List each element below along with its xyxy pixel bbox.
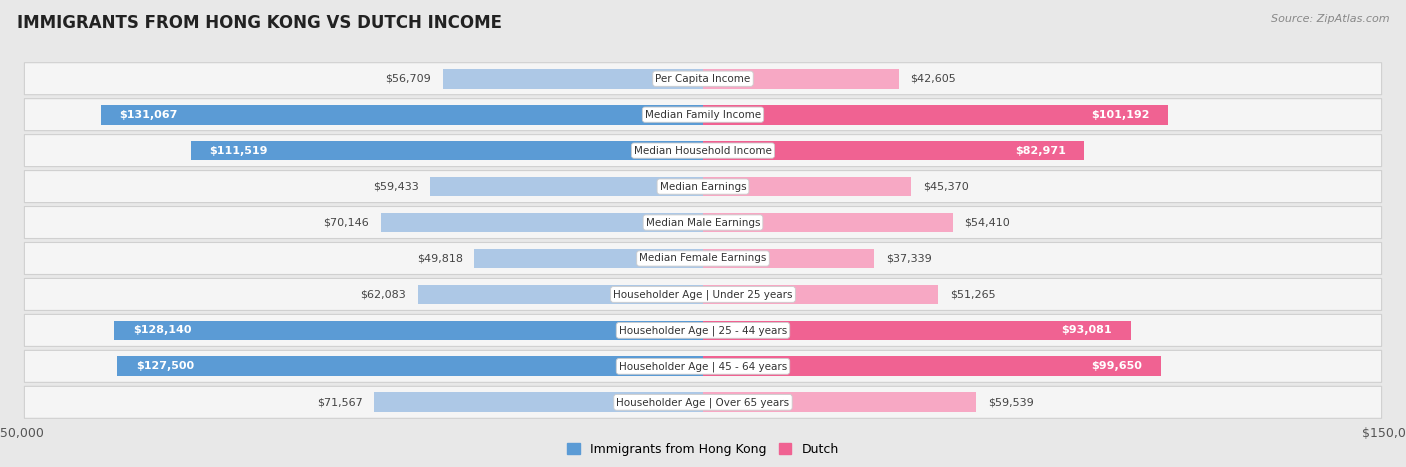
Text: Householder Age | Under 25 years: Householder Age | Under 25 years (613, 289, 793, 300)
Text: $99,650: $99,650 (1091, 361, 1142, 371)
Text: Per Capita Income: Per Capita Income (655, 74, 751, 84)
Bar (474, 248, 703, 269)
Text: $45,370: $45,370 (922, 182, 969, 191)
Bar (703, 284, 938, 304)
Text: $37,339: $37,339 (886, 254, 932, 263)
FancyBboxPatch shape (24, 99, 1382, 131)
Text: Median Earnings: Median Earnings (659, 182, 747, 191)
Bar (703, 105, 1168, 125)
FancyBboxPatch shape (24, 134, 1382, 167)
Bar (703, 141, 1084, 161)
Text: $101,192: $101,192 (1091, 110, 1149, 120)
Text: Householder Age | 25 - 44 years: Householder Age | 25 - 44 years (619, 325, 787, 336)
Text: Median Female Earnings: Median Female Earnings (640, 254, 766, 263)
Bar (703, 356, 1161, 376)
Bar (191, 141, 703, 161)
Bar (430, 177, 703, 197)
Text: $70,146: $70,146 (323, 218, 370, 227)
Text: Median Male Earnings: Median Male Earnings (645, 218, 761, 227)
Text: $111,519: $111,519 (209, 146, 267, 156)
FancyBboxPatch shape (24, 386, 1382, 418)
Text: $93,081: $93,081 (1062, 325, 1112, 335)
Text: $131,067: $131,067 (120, 110, 177, 120)
FancyBboxPatch shape (24, 314, 1382, 347)
Bar (374, 392, 703, 412)
Text: Householder Age | 45 - 64 years: Householder Age | 45 - 64 years (619, 361, 787, 372)
Text: $82,971: $82,971 (1015, 146, 1066, 156)
Bar (703, 248, 875, 269)
Bar (703, 177, 911, 197)
Text: $42,605: $42,605 (910, 74, 956, 84)
Bar (101, 105, 703, 125)
Text: Median Family Income: Median Family Income (645, 110, 761, 120)
Bar (114, 320, 703, 340)
Text: $59,433: $59,433 (373, 182, 419, 191)
FancyBboxPatch shape (24, 63, 1382, 95)
FancyBboxPatch shape (24, 242, 1382, 275)
Text: Median Household Income: Median Household Income (634, 146, 772, 156)
Text: $127,500: $127,500 (136, 361, 194, 371)
Text: $51,265: $51,265 (950, 290, 995, 299)
FancyBboxPatch shape (24, 206, 1382, 239)
Text: IMMIGRANTS FROM HONG KONG VS DUTCH INCOME: IMMIGRANTS FROM HONG KONG VS DUTCH INCOM… (17, 14, 502, 32)
FancyBboxPatch shape (24, 350, 1382, 382)
Text: $49,818: $49,818 (416, 254, 463, 263)
Text: $62,083: $62,083 (360, 290, 406, 299)
FancyBboxPatch shape (24, 170, 1382, 203)
FancyBboxPatch shape (24, 278, 1382, 311)
Text: $59,539: $59,539 (988, 397, 1033, 407)
Bar (418, 284, 703, 304)
Bar (443, 69, 703, 89)
Bar (703, 69, 898, 89)
Text: $56,709: $56,709 (385, 74, 432, 84)
Text: Householder Age | Over 65 years: Householder Age | Over 65 years (616, 397, 790, 408)
Bar (381, 212, 703, 233)
Bar (703, 392, 976, 412)
Bar (703, 212, 953, 233)
Text: $54,410: $54,410 (965, 218, 1010, 227)
Bar (703, 320, 1130, 340)
Text: $128,140: $128,140 (132, 325, 191, 335)
Text: $71,567: $71,567 (318, 397, 363, 407)
Legend: Immigrants from Hong Kong, Dutch: Immigrants from Hong Kong, Dutch (562, 438, 844, 461)
Text: Source: ZipAtlas.com: Source: ZipAtlas.com (1271, 14, 1389, 24)
Bar (117, 356, 703, 376)
